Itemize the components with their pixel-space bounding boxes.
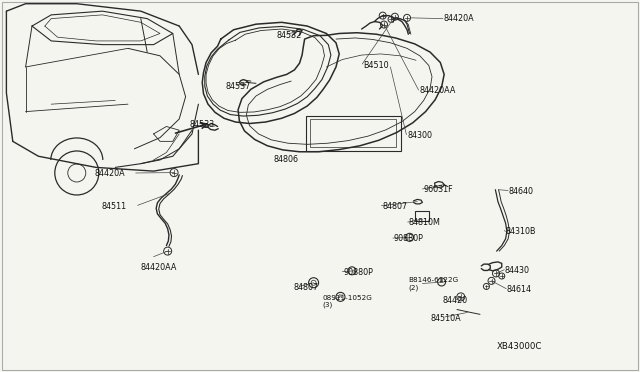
Text: 84420AA: 84420AA: [141, 263, 177, 272]
Text: 84420A: 84420A: [444, 14, 474, 23]
Bar: [415, 211, 429, 221]
Text: 90880P: 90880P: [394, 234, 424, 243]
Text: B4510: B4510: [363, 61, 388, 70]
Text: 84310B: 84310B: [506, 227, 536, 236]
Bar: [310, 119, 396, 147]
Text: 84806: 84806: [274, 155, 299, 164]
Text: B: B: [440, 279, 444, 285]
Text: 84533: 84533: [189, 120, 214, 129]
Text: 84640: 84640: [509, 187, 534, 196]
Text: B8146-6122G
(2): B8146-6122G (2): [408, 278, 459, 291]
Text: 84807: 84807: [293, 283, 318, 292]
Text: 96031F: 96031F: [423, 185, 452, 194]
Text: 84810M: 84810M: [408, 218, 440, 227]
Text: 84420AA: 84420AA: [419, 86, 456, 95]
Text: XB43000C: XB43000C: [497, 342, 542, 351]
Bar: [306, 116, 401, 151]
Text: 84532: 84532: [276, 31, 301, 40]
Text: 84510A: 84510A: [431, 314, 461, 323]
Text: 84614: 84614: [507, 285, 532, 294]
Text: 84420: 84420: [443, 296, 468, 305]
Text: 08911-1052G
(3): 08911-1052G (3): [323, 295, 372, 308]
Text: 84537: 84537: [225, 82, 250, 91]
Text: 84300: 84300: [407, 131, 432, 140]
Text: 84430: 84430: [505, 266, 530, 275]
Text: N: N: [339, 294, 342, 299]
Text: 84420A: 84420A: [95, 169, 125, 178]
Text: 84807: 84807: [382, 202, 407, 211]
Text: 84511: 84511: [101, 202, 126, 211]
Text: 90880P: 90880P: [343, 268, 373, 277]
